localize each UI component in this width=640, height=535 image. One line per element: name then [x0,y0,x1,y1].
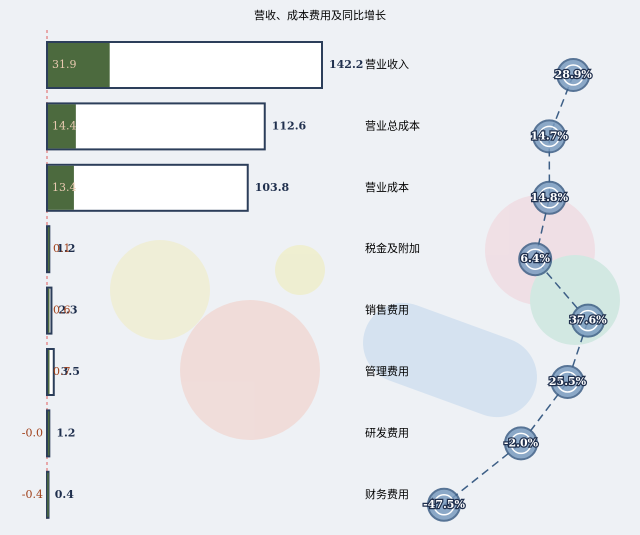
bar [48,288,50,333]
bar [48,43,110,87]
category-label: 税金及附加 [365,241,420,255]
value-label: 103.8 [255,181,290,194]
growth-marker-inner [556,371,579,393]
bar [46,102,266,151]
category-label: 研发费用 [365,425,409,439]
category-label: 营业成本 [365,180,409,194]
growth-label: 37.6% [569,314,607,327]
value-label: 112.6 [272,119,307,132]
bar [47,472,49,517]
category-label: 财务费用 [365,487,409,501]
value-label: 3.5 [61,365,80,378]
growth-marker-inner [524,248,546,270]
value-label: 31.9 [52,58,77,71]
bar [48,227,50,272]
value-label: 142.2 [329,58,363,71]
growth-marker-inner [538,125,561,148]
growth-label: -2.0% [504,436,539,449]
value-label: -0.0 [22,426,43,439]
growth-marker [427,487,461,522]
bar [46,163,249,212]
value-label: 13.4 [52,181,77,194]
value-label: 1.2 [56,426,75,439]
growth-label: 14.7% [531,129,569,142]
growth-marker [532,180,567,215]
growth-marker [532,119,567,154]
category-label: 管理费用 [365,364,409,378]
growth-label: 25.5% [549,375,587,388]
category-label: 销售费用 [365,303,409,317]
growth-marker-inner [538,187,561,209]
value-label: 0.7 [53,365,71,378]
bar [48,104,76,149]
growth-label: -47.5% [423,498,465,511]
value-label: 0.4 [55,488,74,501]
growth-marker-inner [510,432,532,455]
value-label: 1.2 [56,242,75,255]
value-label: -0.4 [22,488,43,501]
bar [46,348,55,396]
growth-marker [571,303,605,338]
category-label: 营业收入 [365,57,409,71]
bar [48,350,50,394]
category-label: 营业总成本 [365,118,420,132]
growth-marker [550,365,585,399]
growth-label: 14.8% [531,191,569,204]
value-label: 0.6 [53,304,71,317]
growth-label: 28.9% [555,68,593,81]
background-decor [110,195,620,440]
bar [47,411,50,456]
value-label: 14.4 [52,119,77,132]
growth-marker [503,426,538,461]
growth-marker [556,58,591,92]
growth-marker-inner [577,309,599,332]
growth-label: 6.4% [520,252,550,265]
growth-marker [518,242,553,277]
bar [48,165,74,210]
growth-marker-inner [433,494,455,516]
growth-marker-inner [562,64,585,86]
value-label: 2.3 [58,304,77,317]
value-label: 0.1 [53,242,71,255]
chart-title: 营收、成本费用及同比增长 [254,8,386,22]
